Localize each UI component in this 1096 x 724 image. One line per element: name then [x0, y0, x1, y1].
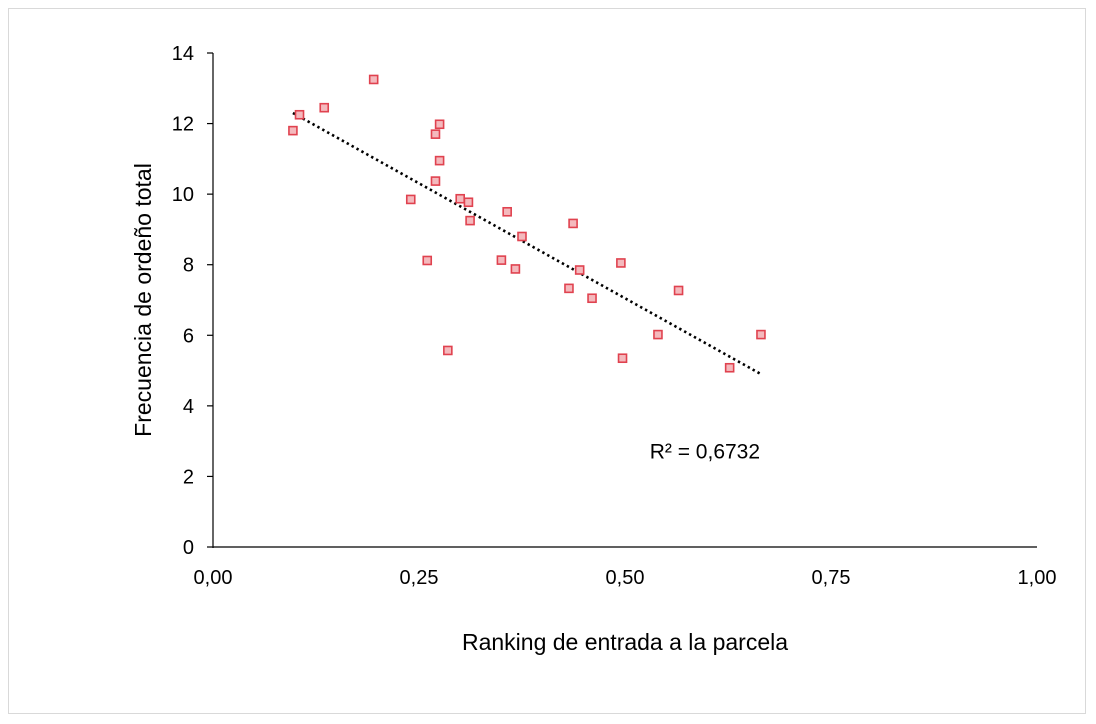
data-point — [430, 176, 441, 186]
y-tick-label: 4 — [183, 396, 194, 418]
data-point — [368, 74, 379, 85]
y-tick-label: 0 — [183, 537, 194, 559]
y-tick-label: 2 — [183, 466, 194, 488]
data-point — [653, 329, 663, 340]
data-point — [405, 194, 416, 205]
data-point — [587, 293, 597, 304]
y-tick-label: 10 — [172, 184, 194, 206]
labels-group: 0 2 4 6 8 10 12 14 0,00 0,25 0,50 0,75 1,00 Ranking d… — [130, 43, 1056, 655]
x-tick-label: 1,00 — [1018, 567, 1057, 589]
x-axis-title: Ranking de entrada a la parcela — [462, 629, 788, 655]
data-point — [510, 264, 521, 274]
y-tick-label: 8 — [183, 255, 194, 277]
x-tick-label: 0,75 — [812, 567, 851, 589]
data-point — [496, 255, 507, 265]
x-tick-label: 0,50 — [606, 567, 645, 589]
y-tick-label: 12 — [172, 114, 194, 136]
data-point — [443, 345, 453, 356]
x-tick-label: 0,00 — [194, 567, 233, 589]
data-point — [568, 218, 578, 229]
data-point — [574, 265, 585, 275]
data-point — [616, 258, 626, 268]
y-tick-label: 6 — [183, 325, 194, 347]
data-point — [517, 231, 527, 242]
data-point — [756, 329, 766, 340]
trendline-group — [292, 111, 762, 376]
data-point — [724, 362, 735, 373]
trendline — [292, 111, 762, 376]
chart-frame — [8, 8, 1086, 714]
data-point — [434, 119, 445, 130]
data-point — [463, 197, 474, 208]
data-point — [294, 109, 305, 120]
y-axis-title: Frecuencia de ordeño total — [130, 163, 156, 437]
data-point — [465, 215, 475, 226]
data-point — [455, 193, 466, 204]
data-point — [319, 102, 330, 113]
data-point — [617, 353, 628, 364]
data-point — [564, 283, 574, 294]
r-squared-annotation: R² = 0,6732 — [650, 441, 760, 464]
y-tick-label: 14 — [172, 43, 194, 65]
axes — [207, 52, 1037, 548]
points-group — [288, 74, 766, 373]
data-point — [502, 206, 512, 217]
data-point — [430, 129, 441, 139]
data-point — [673, 285, 684, 296]
x-tick-label: 0,25 — [400, 567, 439, 589]
data-point — [434, 155, 445, 166]
data-point — [288, 125, 298, 136]
data-point — [422, 255, 433, 266]
